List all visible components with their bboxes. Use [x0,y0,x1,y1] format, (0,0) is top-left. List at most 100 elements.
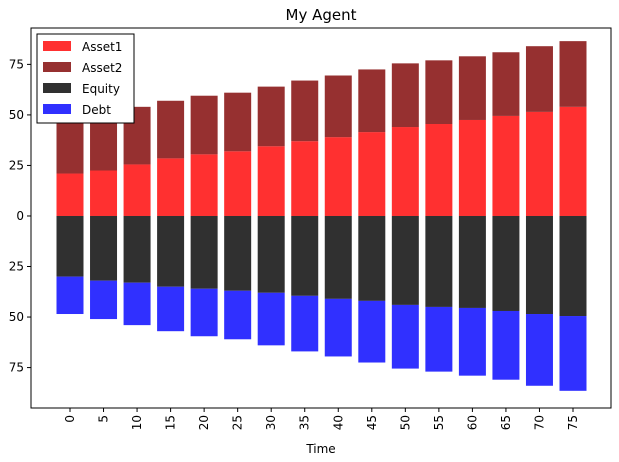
legend-label-asset1: Asset1 [82,40,122,54]
y-tick-label: 50 [9,310,24,324]
legend-label-debt: Debt [82,103,111,117]
bar-asset1-50 [391,127,419,216]
bar-equity-50 [391,215,419,305]
bar-equity-45 [358,215,386,301]
x-tick-label: 20 [197,415,211,430]
bar-asset1-75 [559,106,587,216]
legend-label-asset2: Asset2 [82,61,122,75]
bar-debt-10 [123,282,151,326]
bar-asset1-60 [458,119,486,216]
bar-asset1-15 [157,158,185,216]
x-tick-label: 55 [432,415,446,430]
x-tick-label: 5 [97,415,111,423]
bar-debt-25 [224,290,252,340]
x-tick-label: 40 [331,415,345,430]
bar-asset2-70 [525,46,553,112]
chart-title: My Agent [286,6,357,24]
bar-equity-15 [157,215,185,287]
bar-equity-65 [492,215,520,311]
y-axis: 75 50 25 0 25 50 75 [9,57,31,375]
y-tick-label: 25 [9,158,24,172]
bar-asset1-25 [224,151,252,216]
bar-asset2-75 [559,41,587,107]
x-tick-label: 45 [365,415,379,430]
x-tick-label: 15 [164,415,178,430]
bars-layer [56,41,587,391]
bar-equity-75 [559,215,587,317]
bar-asset1-10 [123,164,151,216]
bar-asset2-45 [358,69,386,133]
bar-debt-45 [358,300,386,363]
bar-equity-35 [291,215,319,296]
bar-equity-10 [123,215,151,283]
bar-asset1-40 [324,137,352,216]
bar-debt-35 [291,295,319,352]
bar-asset2-50 [391,63,419,128]
bar-asset1-45 [358,132,386,216]
x-tick-label: 10 [130,415,144,430]
bar-asset2-65 [492,52,520,116]
x-axis: 0 5 10 15 20 25 30 35 40 45 50 55 60 65 70 75 [63,408,580,430]
bar-equity-5 [90,215,118,281]
x-tick-label: 25 [231,415,245,430]
bar-debt-20 [190,288,218,337]
bar-debt-75 [559,316,587,391]
legend-swatch-equity [43,83,71,93]
bar-debt-65 [492,310,520,380]
x-tick-label: 50 [398,415,412,430]
y-tick-label: 0 [16,209,24,223]
x-tick-label: 30 [264,415,278,430]
bar-asset1-20 [190,154,218,216]
bar-equity-0 [56,215,84,277]
bar-asset2-40 [324,75,352,138]
legend-swatch-asset1 [43,41,71,51]
bar-asset1-55 [425,124,453,216]
bar-equity-30 [257,215,285,293]
x-tick-label: 75 [566,415,580,430]
bar-asset2-25 [224,92,252,152]
x-tick-label: 70 [532,415,546,430]
bar-asset1-35 [291,141,319,216]
x-tick-label: 65 [499,415,513,430]
bar-asset1-65 [492,115,520,216]
legend: Asset1 Asset2 Equity Debt [36,33,135,124]
bar-asset2-30 [257,86,285,147]
bar-equity-25 [224,215,252,291]
legend-swatch-debt [43,104,71,114]
bar-asset2-15 [157,100,185,159]
bar-debt-60 [458,307,486,376]
bar-asset2-55 [425,60,453,125]
y-tick-label: 50 [9,108,24,122]
bar-asset2-35 [291,80,319,142]
bar-equity-55 [425,215,453,307]
bar-debt-40 [324,298,352,357]
bar-equity-60 [458,215,486,308]
bar-debt-15 [157,286,185,332]
y-tick-label: 25 [9,260,24,274]
y-tick-label: 75 [9,57,24,71]
x-tick-label: 35 [298,415,312,430]
bar-asset2-60 [458,56,486,120]
bar-debt-70 [525,314,553,386]
bar-asset2-0 [56,117,84,174]
bar-debt-0 [56,276,84,315]
bar-debt-50 [391,304,419,369]
bar-asset1-0 [56,173,84,216]
bar-asset2-20 [190,95,218,155]
bar-equity-40 [324,215,352,299]
x-tick-label: 0 [63,415,77,423]
bar-equity-20 [190,215,218,289]
x-tick-label: 60 [465,415,479,430]
plot-frame [30,27,612,409]
bar-asset1-70 [525,111,553,216]
bar-asset1-30 [257,146,285,216]
x-axis-label: Time [305,442,335,456]
bar-debt-30 [257,292,285,346]
bar-equity-70 [525,215,553,315]
legend-label-equity: Equity [82,82,120,96]
bar-debt-55 [425,306,453,372]
legend-swatch-asset2 [43,62,71,72]
bar-asset1-5 [90,170,118,216]
y-tick-label: 75 [9,361,24,375]
